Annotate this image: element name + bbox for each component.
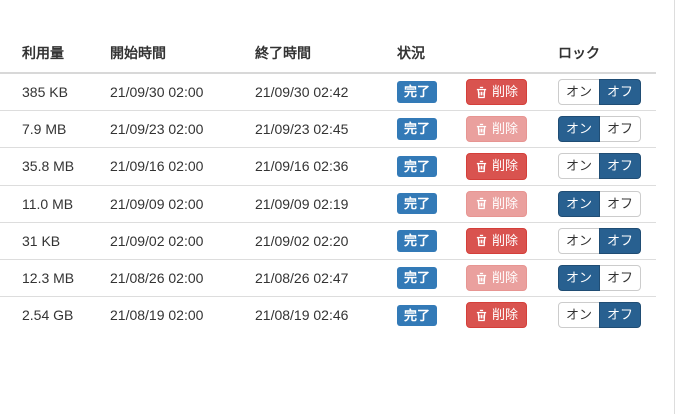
trash-icon — [475, 86, 488, 99]
end-time-value: 21/08/19 02:46 — [255, 307, 349, 324]
delete-button-label: 削除 — [492, 158, 519, 174]
delete-button-label: 削除 — [492, 195, 519, 211]
header-status: 状況 — [375, 36, 444, 74]
delete-button[interactable]: 削除 — [466, 153, 528, 180]
lock-on-button[interactable]: オン — [558, 116, 601, 143]
header-start-time: 開始時間 — [88, 36, 233, 74]
end-time-value: 21/08/26 02:47 — [233, 259, 375, 298]
lock-toggle-group: オン オフ — [558, 265, 642, 292]
trash-icon — [475, 160, 488, 173]
start-time-value: 21/08/26 02:00 — [88, 259, 233, 298]
delete-button-label: 削除 — [492, 232, 519, 248]
lock-off-button[interactable]: オフ — [599, 302, 642, 329]
usage-value: 35.8 MB — [0, 147, 88, 186]
lock-off-button[interactable]: オフ — [599, 265, 642, 292]
table-row: 12.3 MB 21/08/26 02:00 21/08/26 02:47 完了… — [0, 259, 656, 298]
usage-table: 利用量 開始時間 終了時間 状況 ロック 385 KB 21/09/30 02:… — [0, 36, 656, 334]
start-time-value: 21/09/02 02:00 — [88, 222, 233, 260]
header-delete — [444, 36, 536, 74]
usage-table-container: 利用量 開始時間 終了時間 状況 ロック 385 KB 21/09/30 02:… — [0, 36, 656, 334]
lock-off-button[interactable]: オフ — [599, 116, 642, 143]
panel-right-border — [674, 0, 675, 414]
end-time-value: 21/09/16 02:36 — [233, 147, 375, 186]
start-time-value: 21/09/16 02:00 — [88, 147, 233, 186]
table-row: 35.8 MB 21/09/16 02:00 21/09/16 02:36 完了… — [0, 147, 656, 186]
lock-off-button[interactable]: オフ — [599, 190, 642, 217]
table-row: 7.9 MB 21/09/23 02:00 21/09/23 02:45 完了 … — [0, 110, 656, 149]
status-badge: 完了 — [397, 81, 438, 103]
usage-value: 31 KB — [0, 222, 88, 260]
usage-value: 12.3 MB — [0, 259, 88, 298]
trash-icon — [475, 234, 488, 247]
lock-on-button[interactable]: オン — [558, 302, 601, 329]
start-time-value: 21/09/23 02:00 — [88, 110, 233, 149]
lock-off-button[interactable]: オフ — [599, 153, 642, 180]
usage-value: 11.0 MB — [0, 185, 88, 223]
end-time-value: 21/09/30 02:42 — [233, 73, 375, 112]
usage-value: 7.9 MB — [0, 110, 88, 149]
trash-icon — [475, 309, 488, 322]
lock-on-button[interactable]: オン — [558, 153, 601, 180]
delete-button[interactable]: 削除 — [466, 302, 528, 329]
lock-toggle-group: オン オフ — [558, 116, 642, 143]
lock-on-button[interactable]: オン — [558, 265, 601, 292]
lock-toggle-group: オン オフ — [558, 227, 642, 254]
lock-toggle-group: オン オフ — [558, 190, 642, 217]
lock-off-button[interactable]: オフ — [599, 79, 642, 106]
start-time-value: 21/09/09 02:00 — [88, 185, 233, 223]
end-time-value: 21/09/23 02:45 — [233, 110, 375, 149]
header-end-time: 終了時間 — [233, 36, 375, 74]
end-time-value: 21/09/09 02:19 — [233, 185, 375, 223]
lock-toggle-group: オン オフ — [558, 153, 642, 180]
usage-value: 2.54 GB — [22, 307, 74, 324]
lock-off-button[interactable]: オフ — [599, 227, 642, 254]
table-header-row: 利用量 開始時間 終了時間 状況 ロック — [0, 36, 656, 74]
status-badge: 完了 — [397, 304, 438, 327]
header-usage: 利用量 — [0, 36, 88, 74]
table-row: 31 KB 21/09/02 02:00 21/09/02 02:20 完了 削… — [0, 222, 656, 260]
start-time-value: 21/08/19 02:00 — [110, 307, 204, 324]
trash-icon — [475, 272, 488, 285]
delete-button-label: 削除 — [492, 121, 519, 137]
header-lock: ロック — [536, 36, 656, 74]
table-row: 2.54 GB 21/08/19 02:00 21/08/19 02:46 完了… — [0, 297, 656, 334]
status-badge: 完了 — [397, 192, 438, 215]
lock-toggle-group: オン オフ — [558, 79, 642, 106]
lock-on-button[interactable]: オン — [558, 227, 601, 254]
end-time-value: 21/09/02 02:20 — [233, 222, 375, 260]
lock-on-button[interactable]: オン — [558, 79, 601, 106]
table-row: 11.0 MB 21/09/09 02:00 21/09/09 02:19 完了… — [0, 185, 656, 223]
delete-button-label: 削除 — [492, 84, 519, 99]
trash-icon — [475, 197, 488, 210]
trash-icon — [475, 123, 488, 136]
delete-button-label: 削除 — [492, 269, 519, 285]
delete-button[interactable]: 削除 — [466, 264, 528, 292]
delete-button-label: 削除 — [492, 307, 519, 323]
delete-button[interactable]: 削除 — [466, 116, 528, 143]
status-badge: 完了 — [397, 267, 438, 289]
status-badge: 完了 — [397, 118, 438, 141]
usage-value: 385 KB — [0, 73, 88, 112]
status-badge: 完了 — [397, 155, 438, 178]
lock-on-button[interactable]: オン — [558, 190, 601, 217]
status-badge: 完了 — [397, 230, 438, 252]
start-time-value: 21/09/30 02:00 — [88, 73, 233, 112]
delete-button[interactable]: 削除 — [466, 79, 528, 106]
delete-button[interactable]: 削除 — [466, 227, 528, 254]
table-row: 385 KB 21/09/30 02:00 21/09/30 02:42 完了 … — [0, 73, 656, 112]
delete-button[interactable]: 削除 — [466, 190, 528, 217]
lock-toggle-group: オン オフ — [558, 302, 642, 329]
